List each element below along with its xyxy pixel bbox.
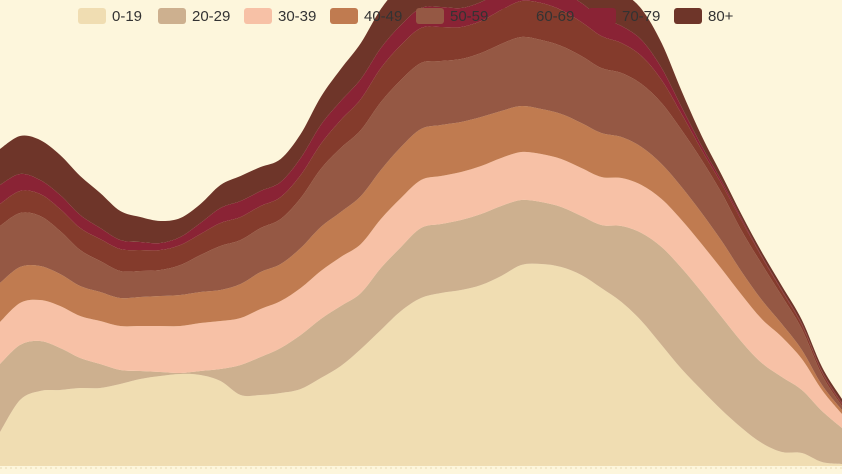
legend-swatch-70-79[interactable] bbox=[588, 8, 616, 24]
legend-label-20-29[interactable]: 20-29 bbox=[192, 8, 230, 25]
stream-area-50-59[interactable] bbox=[0, 36, 842, 410]
legend-swatch-80plus[interactable] bbox=[674, 8, 702, 24]
legend-swatch-30-39[interactable] bbox=[244, 8, 272, 24]
legend-label-80plus[interactable]: 80+ bbox=[708, 8, 734, 25]
legend-label-30-39[interactable]: 30-39 bbox=[278, 8, 316, 25]
legend-label-70-79[interactable]: 70-79 bbox=[622, 8, 660, 25]
stream-area-0-19[interactable] bbox=[0, 263, 842, 466]
legend-swatch-50-59[interactable] bbox=[416, 8, 444, 24]
stream-area-20-29[interactable] bbox=[0, 199, 842, 464]
legend-swatch-0-19[interactable] bbox=[78, 8, 106, 24]
stream-area-30-39[interactable] bbox=[0, 151, 842, 428]
legend-swatch-20-29[interactable] bbox=[158, 8, 186, 24]
legend-label-50-59[interactable]: 50-59 bbox=[450, 8, 488, 25]
legend-label-60-69[interactable]: 60-69 bbox=[536, 8, 574, 25]
legend-label-0-19[interactable]: 0-19 bbox=[112, 8, 142, 25]
legend: 0-19 20-29 30-39 40-49 50-59 60-69 70-79 80+ bbox=[78, 8, 734, 25]
stream-area-40-49[interactable] bbox=[0, 105, 842, 415]
legend-swatch-60-69[interactable] bbox=[502, 8, 530, 24]
legend-swatch-40-49[interactable] bbox=[330, 8, 358, 24]
legend-label-40-49[interactable]: 40-49 bbox=[364, 8, 402, 25]
